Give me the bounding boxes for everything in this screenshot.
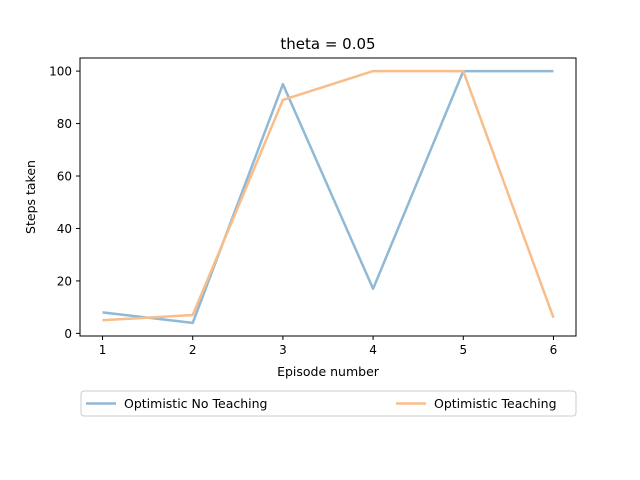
- legend: Optimistic No Teaching Optimistic Teachi…: [80, 390, 577, 417]
- y-tick-label: 100: [49, 65, 72, 79]
- plot-frame: [79, 57, 577, 337]
- chart-title: theta = 0.05: [280, 35, 375, 53]
- series-lines: [102, 69, 555, 325]
- y-tick-label: 20: [57, 274, 72, 288]
- x-axis-label: Episode number: [277, 364, 380, 379]
- y-tick-label: 60: [57, 170, 72, 184]
- legend-box: [80, 390, 577, 417]
- y-axis-label: Steps taken: [23, 160, 38, 234]
- x-tick-label: 1: [99, 343, 107, 357]
- x-tick-label: 2: [189, 343, 197, 357]
- y-tick-label: 40: [57, 222, 72, 236]
- x-tick-label: 4: [369, 343, 377, 357]
- y-tick-label: 0: [64, 327, 72, 341]
- legend-label-teaching: Optimistic Teaching: [434, 396, 557, 411]
- series-line-no-teaching: [102, 69, 554, 325]
- x-tick-label: 3: [279, 343, 287, 357]
- x-tick-label: 6: [550, 343, 558, 357]
- y-tick-label: 80: [57, 117, 72, 131]
- x-tick-label: 5: [459, 343, 467, 357]
- legend-label-no-teaching: Optimistic No Teaching: [124, 396, 268, 411]
- series-line-teaching: [102, 69, 555, 322]
